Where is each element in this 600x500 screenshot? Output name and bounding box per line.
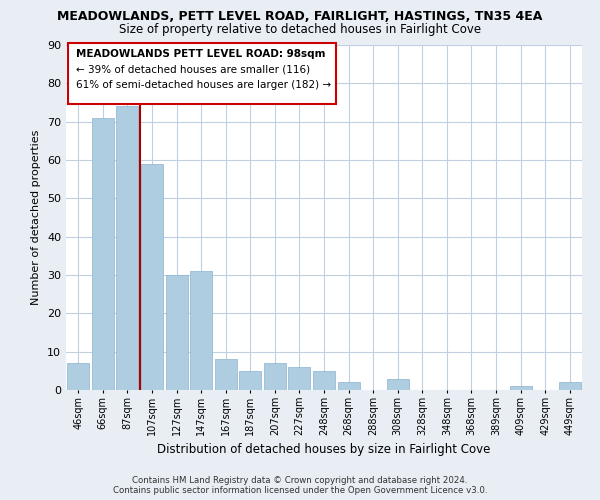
Bar: [141, 164, 163, 390]
Text: ← 39% of detached houses are smaller (116): ← 39% of detached houses are smaller (11…: [76, 64, 310, 74]
Bar: [509, 386, 532, 390]
Bar: [239, 371, 262, 390]
Bar: [289, 367, 310, 390]
Bar: [166, 275, 188, 390]
Y-axis label: Number of detached properties: Number of detached properties: [31, 130, 41, 305]
Text: Contains HM Land Registry data © Crown copyright and database right 2024.: Contains HM Land Registry data © Crown c…: [132, 476, 468, 485]
Bar: [559, 382, 581, 390]
Bar: [313, 371, 335, 390]
Bar: [264, 363, 286, 390]
Bar: [67, 363, 89, 390]
Text: Size of property relative to detached houses in Fairlight Cove: Size of property relative to detached ho…: [119, 22, 481, 36]
X-axis label: Distribution of detached houses by size in Fairlight Cove: Distribution of detached houses by size …: [157, 444, 491, 456]
Text: Contains public sector information licensed under the Open Government Licence v3: Contains public sector information licen…: [113, 486, 487, 495]
Bar: [215, 360, 237, 390]
Bar: [338, 382, 359, 390]
Bar: [68, 43, 336, 104]
Text: MEADOWLANDS PETT LEVEL ROAD: 98sqm: MEADOWLANDS PETT LEVEL ROAD: 98sqm: [76, 49, 325, 59]
Bar: [92, 118, 114, 390]
Text: 61% of semi-detached houses are larger (182) →: 61% of semi-detached houses are larger (…: [76, 80, 331, 90]
Bar: [386, 378, 409, 390]
Bar: [190, 271, 212, 390]
Bar: [116, 106, 139, 390]
Text: MEADOWLANDS, PETT LEVEL ROAD, FAIRLIGHT, HASTINGS, TN35 4EA: MEADOWLANDS, PETT LEVEL ROAD, FAIRLIGHT,…: [58, 10, 542, 23]
